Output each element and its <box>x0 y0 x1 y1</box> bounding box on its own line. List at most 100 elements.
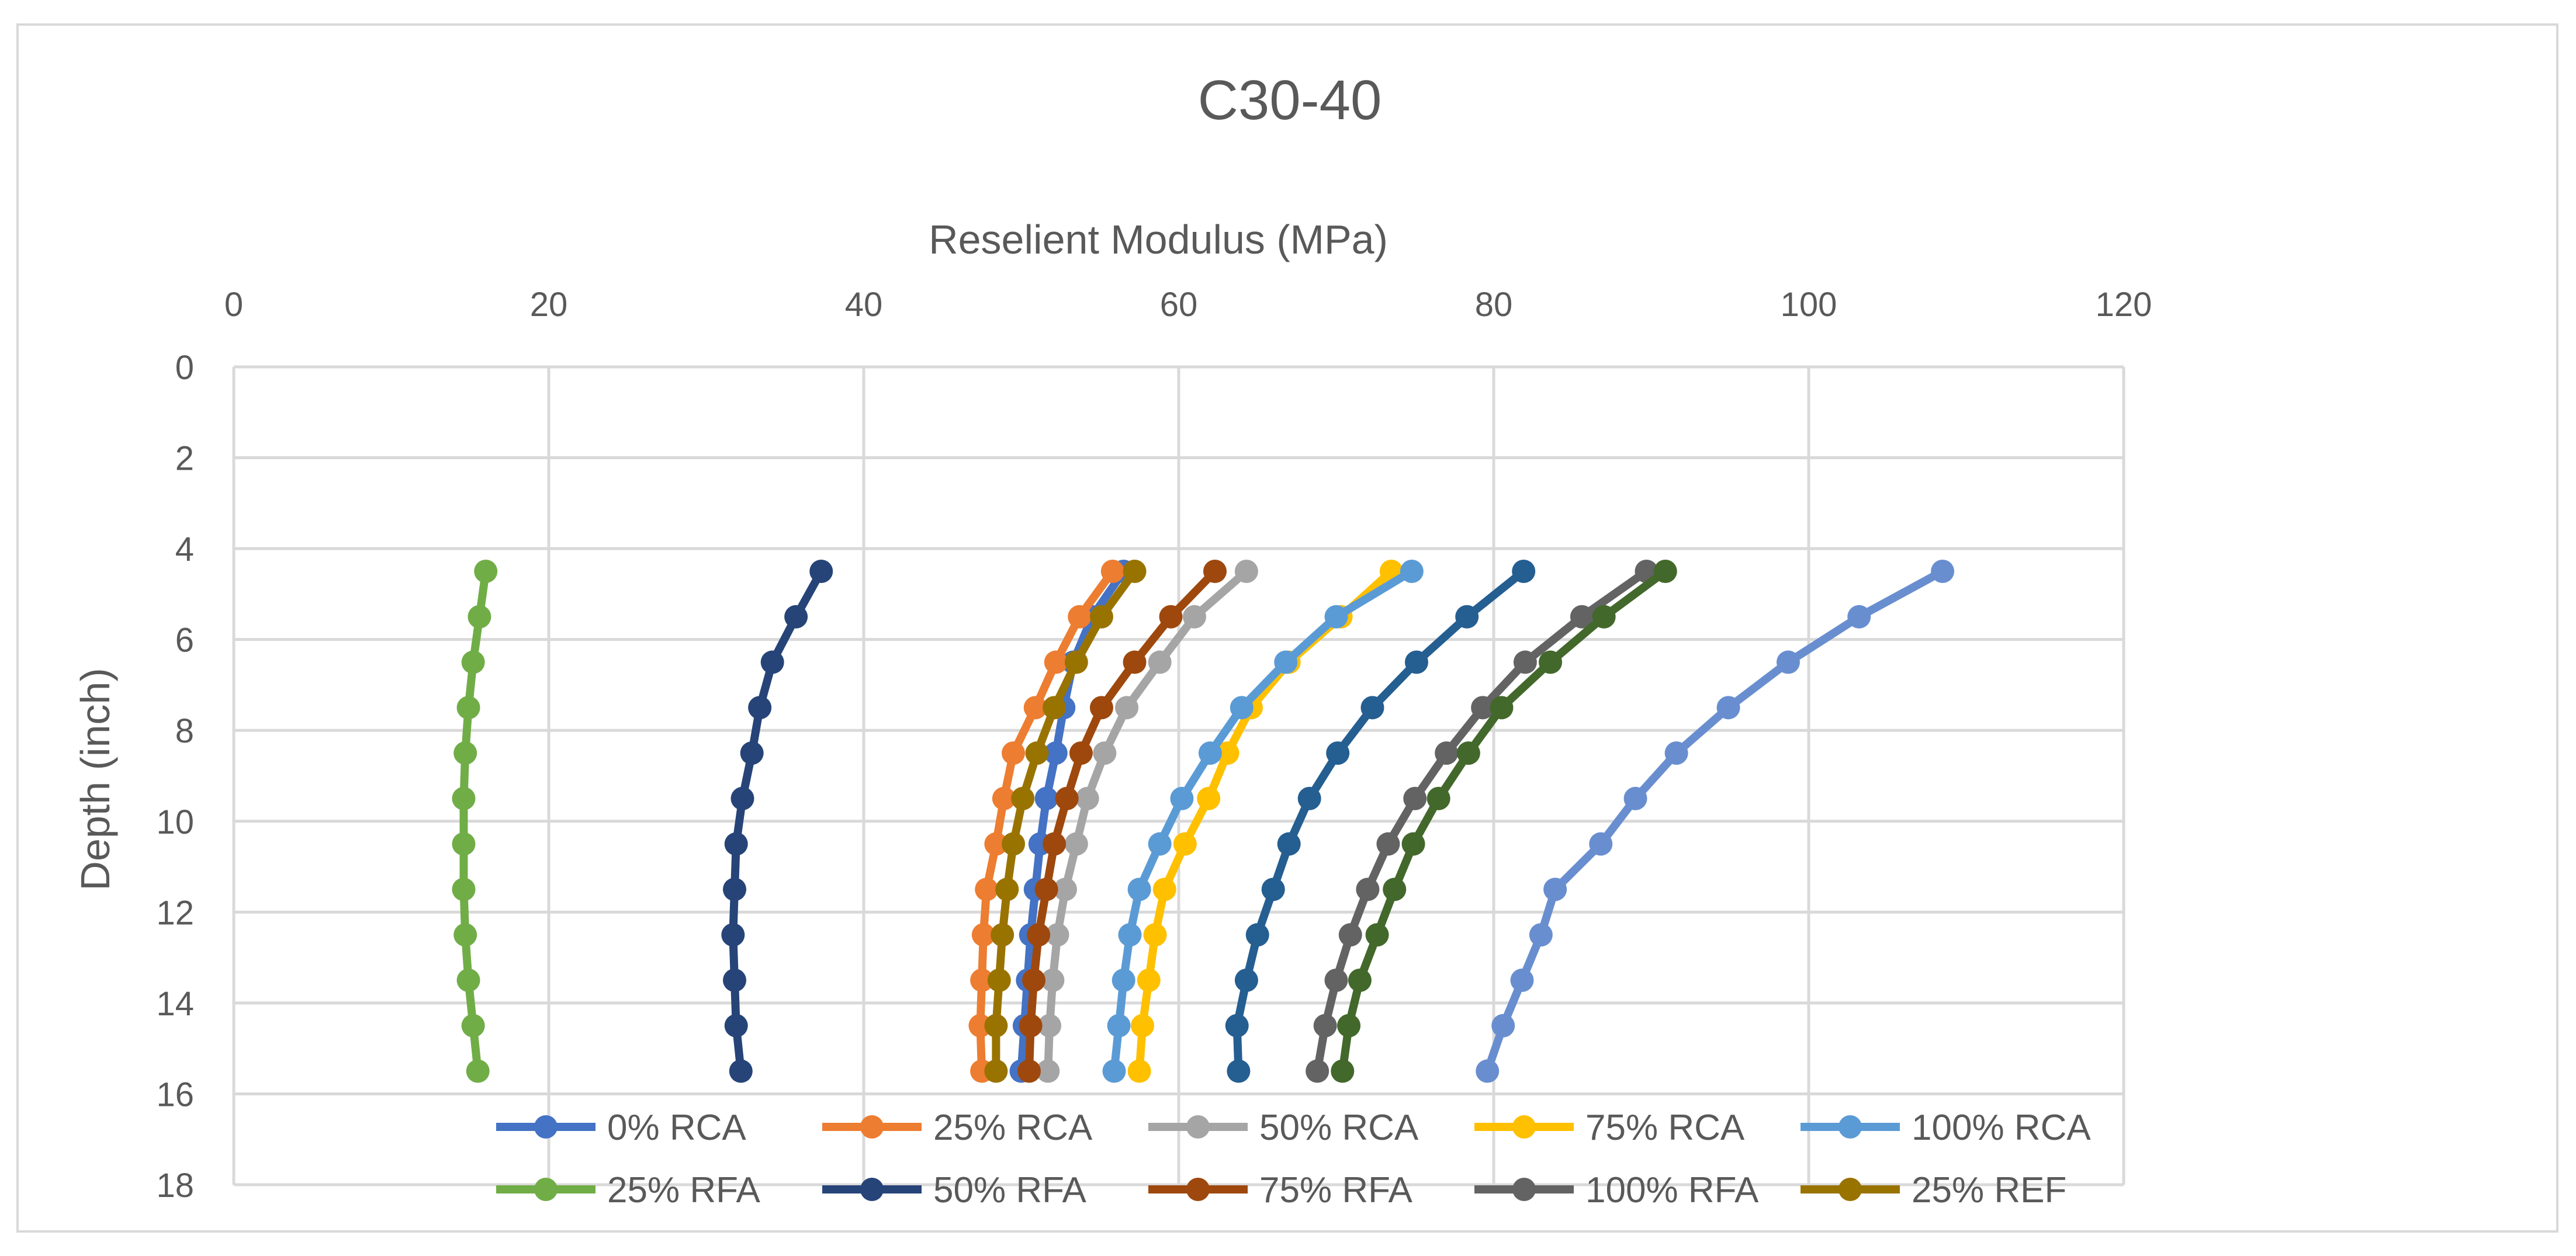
data-point <box>1274 650 1298 674</box>
x-tick-label: 120 <box>2096 286 2152 324</box>
data-point <box>1143 923 1167 947</box>
data-point <box>809 560 833 583</box>
data-point <box>1069 741 1093 765</box>
data-point <box>970 969 994 992</box>
data-point <box>1137 969 1161 992</box>
data-point <box>1019 1014 1043 1038</box>
legend-swatch-marker <box>860 1115 884 1139</box>
data-point <box>1025 741 1049 765</box>
data-point <box>1592 605 1616 629</box>
data-point <box>1159 605 1183 629</box>
x-tick-label: 60 <box>1160 286 1198 324</box>
data-point <box>1324 605 1348 629</box>
series-100-rca <box>1102 560 1424 1083</box>
data-point <box>1306 1059 1329 1083</box>
y-tick-label: 16 <box>156 1075 194 1113</box>
data-point <box>1115 696 1139 720</box>
legend-label: 25% RCA <box>933 1108 1093 1148</box>
data-point <box>1401 832 1425 856</box>
data-point <box>1036 1059 1060 1083</box>
legend-label: 100% RCA <box>1912 1108 2091 1148</box>
data-point <box>1064 832 1088 856</box>
series-unlabeled-11 <box>1225 560 1536 1083</box>
data-point <box>1023 696 1047 720</box>
data-point <box>1338 923 1362 947</box>
data-point <box>1403 786 1427 810</box>
data-point <box>1022 969 1046 992</box>
data-point <box>1570 605 1594 629</box>
data-point <box>1456 741 1480 765</box>
legend-item: 75% RFA <box>1148 1170 1413 1210</box>
legend-item: 25% REF <box>1801 1170 2066 1210</box>
data-point <box>1664 741 1688 765</box>
data-point <box>1365 923 1389 947</box>
data-point <box>730 786 754 810</box>
data-point <box>1182 605 1206 629</box>
data-point <box>1234 560 1258 583</box>
x-tick-label: 80 <box>1475 286 1513 324</box>
y-tick-label: 14 <box>156 985 194 1023</box>
legend-item: 0% RCA <box>496 1108 746 1148</box>
data-point <box>1776 650 1800 674</box>
data-point <box>1491 1014 1515 1038</box>
data-point <box>1331 1059 1355 1083</box>
legend-item: 25% RCA <box>822 1108 1093 1148</box>
x-tick-label: 0 <box>224 286 243 324</box>
plot-series <box>452 560 1955 1083</box>
data-point <box>1198 741 1222 765</box>
data-point <box>1348 969 1372 992</box>
axis-tick-labels: 0 20 40 60 80 100 120 0 2 4 6 8 10 12 14 16 18 <box>156 286 2152 1205</box>
data-point <box>1089 605 1113 629</box>
data-point <box>1234 969 1258 992</box>
data-point <box>1089 696 1113 720</box>
x-tick-label: 20 <box>530 286 568 324</box>
data-point <box>468 605 491 629</box>
data-point <box>456 969 480 992</box>
series-25-rca <box>968 560 1124 1083</box>
data-point <box>456 696 480 720</box>
data-point <box>1123 650 1147 674</box>
data-point <box>740 741 764 765</box>
data-point <box>748 696 772 720</box>
data-point <box>729 1059 753 1083</box>
legend-label: 25% RFA <box>607 1170 761 1210</box>
legend-swatch-marker <box>1838 1115 1862 1139</box>
data-point <box>1400 560 1424 583</box>
legend-swatch-marker <box>534 1115 558 1139</box>
data-point <box>984 1014 1008 1038</box>
data-point <box>1512 560 1536 583</box>
series-unlabeled-12 <box>1476 560 1955 1083</box>
data-point <box>1653 560 1677 583</box>
legend-swatch-marker <box>1512 1178 1536 1201</box>
data-point <box>1017 1059 1041 1083</box>
data-point <box>723 877 747 901</box>
data-point <box>1471 696 1495 720</box>
data-point <box>1529 923 1553 947</box>
legend-item: 50% RCA <box>1148 1108 1419 1148</box>
data-point <box>1093 741 1117 765</box>
y-tick-label: 8 <box>175 712 194 750</box>
data-point <box>452 832 476 856</box>
data-point <box>1038 1014 1062 1038</box>
data-point <box>1513 650 1537 674</box>
chart-frame: C30-40 Reselient Modulus (MPa) Depth (in… <box>16 23 2558 1233</box>
data-point <box>1053 877 1077 901</box>
legend-item: 100% RCA <box>1801 1108 2091 1148</box>
data-point <box>1055 786 1079 810</box>
data-point <box>1225 1014 1249 1038</box>
data-point <box>1360 696 1384 720</box>
legend-label: 25% REF <box>1912 1170 2066 1210</box>
data-point <box>971 923 995 947</box>
data-point <box>1127 1059 1151 1083</box>
data-point <box>1326 741 1350 765</box>
data-point <box>1112 969 1135 992</box>
data-point <box>987 969 1011 992</box>
data-point <box>1277 832 1301 856</box>
data-point <box>1034 877 1058 901</box>
data-point <box>1455 605 1479 629</box>
legend-label: 75% RFA <box>1259 1170 1413 1210</box>
gridlines <box>232 365 2125 1186</box>
legend-swatch-marker <box>1186 1178 1210 1201</box>
data-point <box>1075 786 1099 810</box>
data-point <box>1123 560 1147 583</box>
